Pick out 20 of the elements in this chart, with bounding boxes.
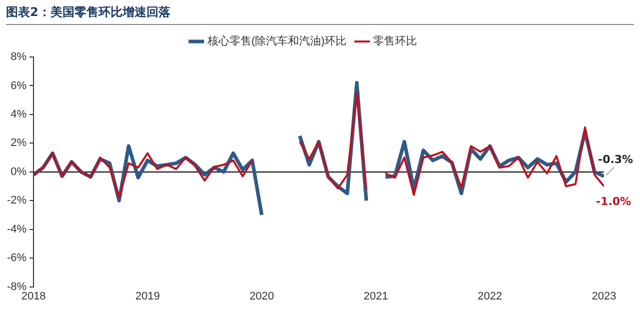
chart-title: 图表2：美国零售环比增速回落 [6, 4, 634, 25]
x-tick-label: 2018 [21, 290, 46, 302]
y-tick-label: 6% [10, 80, 27, 92]
legend-label: 核心零售(除汽车和汽油)环比 [206, 34, 347, 48]
x-tick-label: 2020 [249, 290, 274, 302]
y-tick-label: 2% [10, 137, 27, 150]
x-tick-label: 2023 [592, 290, 616, 302]
y-tick-label: 4% [10, 108, 27, 120]
y-tick-label: 8% [10, 51, 27, 64]
legend-label: 零售环比 [373, 34, 418, 48]
y-tick-label: -4% [7, 223, 27, 236]
y-tick-label: 0% [10, 166, 27, 178]
x-tick-label: 2019 [135, 290, 160, 302]
y-tick-label: -6% [7, 252, 27, 264]
y-tick-label: -8% [7, 280, 27, 293]
annotation: -0.3% [598, 153, 634, 166]
x-tick-label: 2022 [478, 290, 502, 302]
y-tick-label: -2% [7, 194, 27, 207]
annotation: -1.0% [596, 195, 632, 208]
x-tick-label: 2021 [364, 290, 388, 302]
